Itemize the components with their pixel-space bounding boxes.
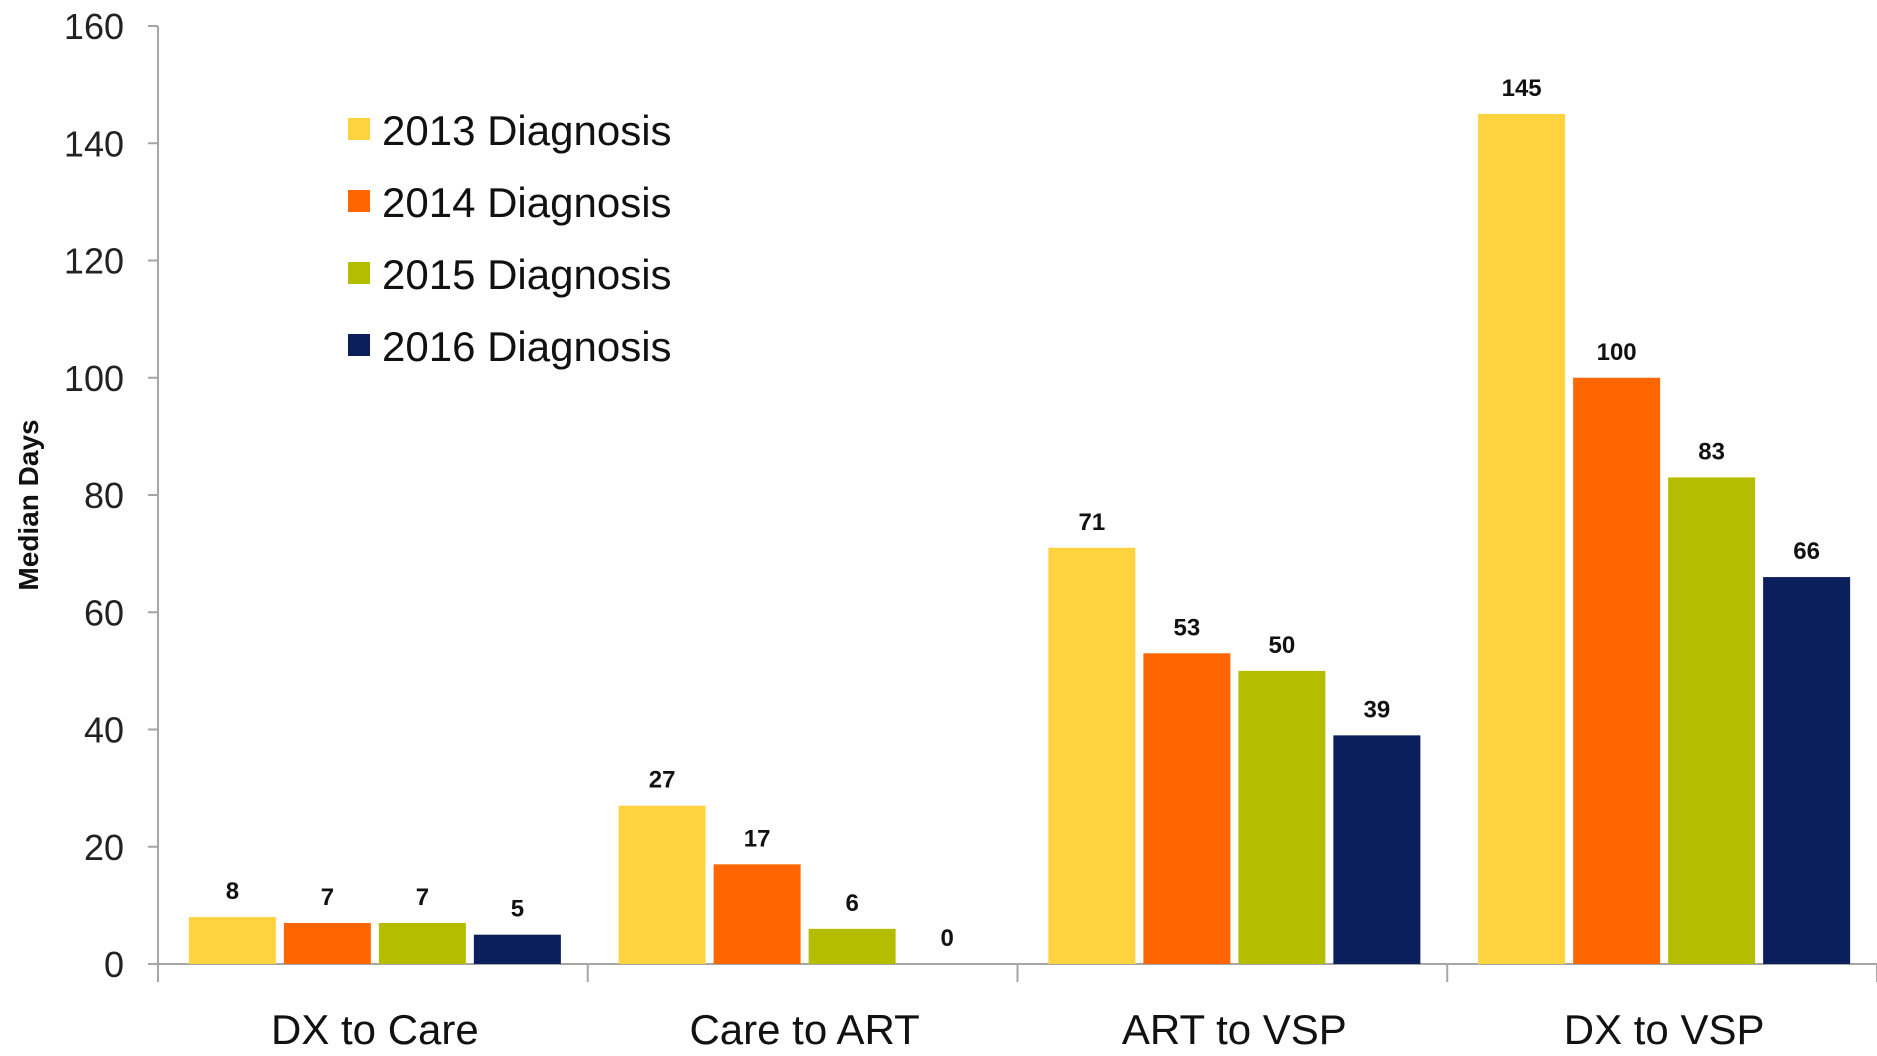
data-labels: 8 7 7 5 27 17 6 0 71 53 50 39 145 100 83 66	[226, 75, 1820, 952]
data-label: 6	[845, 890, 858, 917]
bar-2015-diagnosis	[1238, 670, 1326, 964]
bar-2014-diagnosis	[1143, 653, 1231, 964]
y-tick-label: 60	[84, 592, 124, 633]
legend-label: 2013 Diagnosis	[382, 107, 672, 154]
x-tick-label: ART to VSP	[1122, 1006, 1347, 1051]
legend-label: 2014 Diagnosis	[382, 179, 672, 226]
y-tick-label: 100	[64, 358, 124, 399]
bars	[188, 113, 1851, 964]
legend-swatch	[348, 118, 370, 140]
data-label: 0	[940, 925, 953, 952]
data-label: 8	[226, 878, 239, 905]
data-label: 17	[744, 825, 771, 852]
data-label: 53	[1174, 614, 1201, 641]
data-label: 66	[1793, 538, 1820, 565]
bar-2013-diagnosis	[618, 805, 706, 964]
data-label: 5	[511, 896, 524, 923]
legend-swatch	[348, 190, 370, 212]
bar-2016-diagnosis	[473, 934, 561, 964]
bar-2014-diagnosis	[713, 864, 801, 964]
data-label: 27	[649, 767, 676, 794]
y-tick-label: 120	[64, 241, 124, 282]
data-label: 7	[416, 884, 429, 911]
bar-2016-diagnosis	[1333, 735, 1421, 964]
x-tick-label: DX to VSP	[1564, 1006, 1765, 1051]
bar-2014-diagnosis	[1573, 377, 1661, 964]
bar-2013-diagnosis	[1048, 547, 1136, 964]
data-label: 7	[321, 884, 334, 911]
data-label: 50	[1269, 632, 1296, 659]
data-label: 100	[1597, 339, 1637, 366]
y-tick-label: 0	[104, 944, 124, 985]
legend: 2013 Diagnosis 2014 Diagnosis 2015 Diagnos…	[348, 107, 672, 370]
bar-2015-diagnosis	[378, 922, 466, 964]
legend-label: 2016 Diagnosis	[382, 323, 672, 370]
y-axis-title: Median Days	[13, 419, 44, 590]
data-label: 71	[1079, 509, 1106, 536]
y-tick-label: 20	[84, 827, 124, 868]
bar-2014-diagnosis	[283, 922, 371, 964]
y-tick-label: 140	[64, 123, 124, 164]
data-label: 145	[1502, 75, 1542, 102]
bar-2016-diagnosis	[1763, 577, 1851, 964]
bar-2015-diagnosis	[808, 928, 896, 964]
bar-2015-diagnosis	[1668, 477, 1756, 964]
legend-swatch	[348, 262, 370, 284]
y-tick-label: 160	[64, 6, 124, 47]
legend-swatch	[348, 334, 370, 356]
legend-label: 2015 Diagnosis	[382, 251, 672, 298]
data-label: 83	[1698, 438, 1725, 465]
y-tick-label: 80	[84, 475, 124, 516]
bar-2013-diagnosis	[1478, 113, 1566, 964]
x-tick-label: DX to Care	[271, 1006, 479, 1051]
data-label: 39	[1364, 696, 1391, 723]
bar-2013-diagnosis	[188, 917, 276, 964]
x-tick-label: Care to ART	[689, 1006, 919, 1051]
y-tick-label: 40	[84, 710, 124, 751]
